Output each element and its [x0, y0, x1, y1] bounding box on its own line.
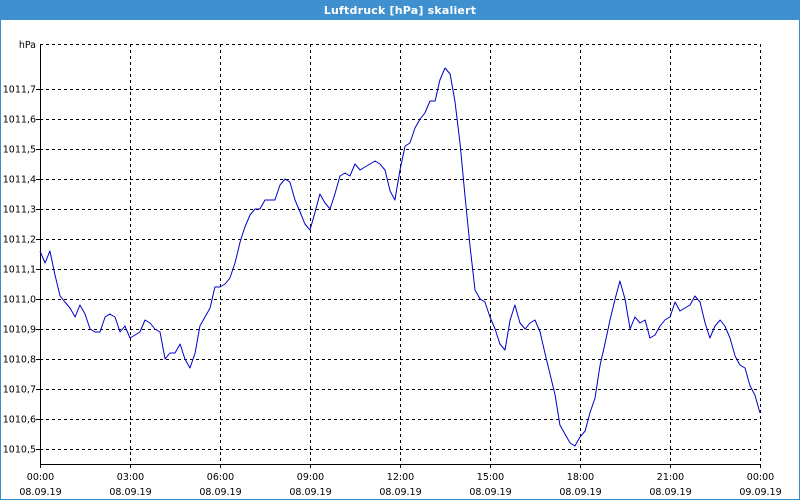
- x-tick-label-time: 03:00: [117, 472, 144, 483]
- y-tick-label: 1011,4: [3, 175, 36, 186]
- x-tick-label-date: 08.09.19: [109, 487, 151, 498]
- x-tick-label-time: 15:00: [477, 472, 504, 483]
- chart-title: Luftdruck [hPa] skaliert: [323, 3, 477, 17]
- y-tick-label: 1011,3: [3, 205, 36, 216]
- y-tick-label: 1011,0: [3, 295, 36, 306]
- x-tick-label-date: 08.09.19: [199, 487, 241, 498]
- y-tick-label: 1010,9: [3, 325, 36, 336]
- y-tick-label: 1011,5: [3, 145, 36, 156]
- y-tick-label: 1010,7: [3, 385, 36, 396]
- x-tick-label-time: 21:00: [657, 472, 684, 483]
- x-tick-label-date: 08.09.19: [19, 487, 61, 498]
- series-line-pressure: [39, 67, 761, 447]
- pressure-chart: 1010,5 1010,6 1010,7 1010,8 1010,9 1011,0 1011…: [3, 40, 782, 498]
- y-tick-label: 1011,1: [3, 265, 36, 276]
- chart-title-bar: Luftdruck [hPa] skaliert: [0, 0, 800, 20]
- y-tick-label: 1010,6: [3, 415, 36, 426]
- x-tick-label-date: 08.09.19: [379, 487, 421, 498]
- x-tick-label-time: 18:00: [567, 472, 594, 483]
- y-tick-label: 1011,7: [3, 85, 36, 96]
- y-axis-ticks: 1010,5 1010,6 1010,7 1010,8 1010,9 1011,0 1011…: [3, 85, 40, 456]
- y-tick-label: 1011,2: [3, 235, 36, 246]
- x-tick-label-date: 08.09.19: [289, 487, 331, 498]
- x-tick-label-time: 00:00: [27, 472, 54, 483]
- y-axis-unit-label: hPa: [19, 40, 36, 51]
- y-tick-label: 1010,8: [3, 355, 36, 366]
- y-tick-label: 1010,5: [3, 445, 36, 456]
- x-axis-ticks: 00:00 08.09.19 03:00 08.09.19 06:00 08.09.19 0…: [19, 464, 782, 498]
- x-tick-label-time: 09:00: [297, 472, 324, 483]
- series-layer: [39, 67, 761, 447]
- x-tick-label-time: 00:00: [747, 472, 774, 483]
- x-tick-label-date: 08.09.19: [559, 487, 601, 498]
- x-tick-label-date: 09.09.19: [739, 487, 781, 498]
- chart-grid: [40, 44, 761, 464]
- x-tick-label-time: 12:00: [387, 472, 414, 483]
- x-tick-label-date: 08.09.19: [649, 487, 691, 498]
- x-tick-label-time: 06:00: [207, 472, 234, 483]
- x-tick-label-date: 08.09.19: [469, 487, 511, 498]
- y-tick-label: 1011,6: [3, 115, 36, 126]
